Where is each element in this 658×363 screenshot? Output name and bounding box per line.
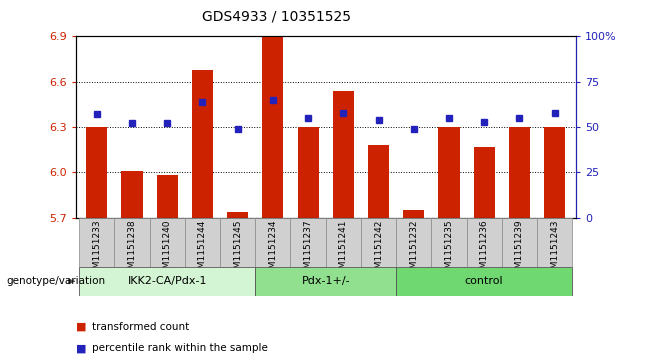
Bar — [474, 147, 495, 218]
Bar — [509, 127, 530, 218]
Text: GSM1151242: GSM1151242 — [374, 219, 383, 280]
Bar — [122, 171, 143, 218]
Bar — [396, 218, 432, 267]
Text: transformed count: transformed count — [92, 322, 190, 332]
Bar — [537, 218, 572, 267]
Bar — [220, 218, 255, 267]
Text: GSM1151236: GSM1151236 — [480, 219, 489, 280]
Text: GSM1151237: GSM1151237 — [303, 219, 313, 280]
Bar — [502, 218, 537, 267]
Text: GSM1151239: GSM1151239 — [515, 219, 524, 280]
Text: control: control — [465, 276, 503, 286]
Bar — [467, 218, 502, 267]
Text: ■: ■ — [76, 343, 86, 354]
Bar — [255, 218, 290, 267]
Bar — [114, 218, 149, 267]
Text: GSM1151245: GSM1151245 — [233, 219, 242, 280]
Text: percentile rank within the sample: percentile rank within the sample — [92, 343, 268, 354]
Text: GSM1151232: GSM1151232 — [409, 219, 418, 280]
Bar — [368, 145, 389, 218]
Bar — [544, 127, 565, 218]
Bar — [79, 267, 255, 296]
Bar — [438, 127, 459, 218]
Text: genotype/variation: genotype/variation — [7, 276, 106, 286]
Text: GDS4933 / 10351525: GDS4933 / 10351525 — [202, 9, 351, 23]
Bar — [192, 70, 213, 218]
Text: GSM1151244: GSM1151244 — [198, 219, 207, 280]
Text: Pdx-1+/-: Pdx-1+/- — [301, 276, 350, 286]
Text: IKK2-CA/Pdx-1: IKK2-CA/Pdx-1 — [128, 276, 207, 286]
Text: GSM1151243: GSM1151243 — [550, 219, 559, 280]
Text: GSM1151240: GSM1151240 — [163, 219, 172, 280]
Text: GSM1151241: GSM1151241 — [339, 219, 348, 280]
Bar — [326, 218, 361, 267]
Bar — [227, 212, 248, 218]
Text: GSM1151238: GSM1151238 — [128, 219, 136, 280]
Text: GSM1151235: GSM1151235 — [444, 219, 453, 280]
Bar — [185, 218, 220, 267]
Bar — [396, 267, 572, 296]
Bar — [149, 218, 185, 267]
Bar — [255, 267, 396, 296]
Bar — [432, 218, 467, 267]
Bar — [157, 175, 178, 218]
Bar — [290, 218, 326, 267]
Text: GSM1151233: GSM1151233 — [92, 219, 101, 280]
Text: GSM1151234: GSM1151234 — [268, 219, 278, 280]
Bar — [333, 91, 354, 218]
Bar — [79, 218, 114, 267]
Bar — [263, 36, 284, 218]
Bar — [403, 210, 424, 218]
Bar — [361, 218, 396, 267]
Text: ■: ■ — [76, 322, 86, 332]
Bar — [86, 127, 107, 218]
Bar — [297, 127, 318, 218]
